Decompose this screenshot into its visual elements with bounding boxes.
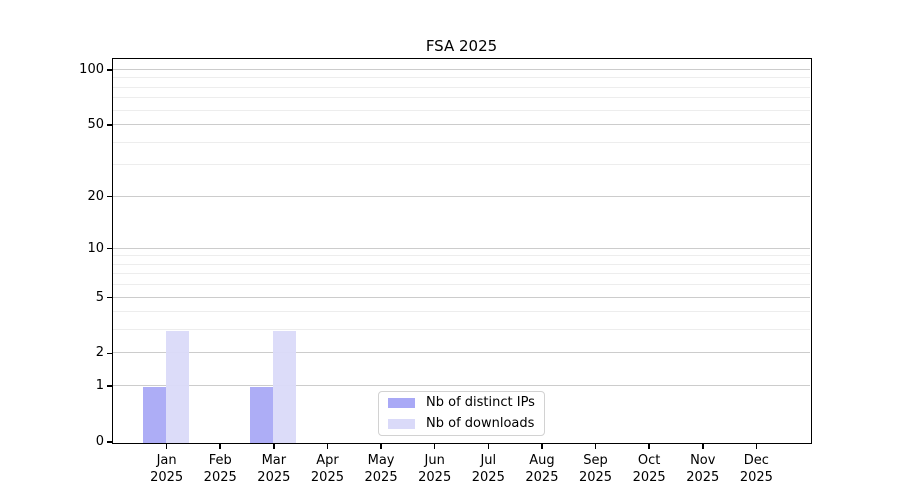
- x-tick-month: Sep: [583, 453, 608, 468]
- minor-gridline-80: [112, 86, 810, 88]
- bar-nb-of-distinct-ips-mar: [250, 386, 274, 443]
- legend-item-nb-of-downloads: Nb of downloads: [388, 415, 535, 433]
- x-axis-tick-mark-6: [433, 443, 436, 449]
- y-axis-tick-label-10: 10: [87, 240, 104, 256]
- x-tick-year: 2025: [150, 470, 184, 485]
- y-axis-tick-label-50: 50: [87, 117, 104, 133]
- x-axis-tick-label-1: Jan 2025: [136, 452, 198, 486]
- x-tick-year: 2025: [364, 470, 398, 485]
- x-axis-tick-mark-3: [273, 443, 275, 449]
- y-axis-tick-label-2: 2: [95, 345, 104, 361]
- x-axis-tick-label-7: Jul 2025: [457, 452, 519, 486]
- x-tick-month: Apr: [316, 453, 339, 468]
- bar-nb-of-downloads-jan: [166, 330, 190, 443]
- x-tick-month: Mar: [261, 453, 287, 468]
- y-axis-tick-mark-20: [106, 195, 112, 198]
- major-gridline-50: [112, 124, 810, 126]
- x-axis-tick-label-4: Apr 2025: [296, 452, 358, 486]
- x-axis-tick-mark-1: [165, 443, 168, 449]
- minor-gridline-4: [112, 311, 810, 313]
- x-axis-tick-label-12: Dec 2025: [725, 452, 787, 486]
- x-tick-year: 2025: [203, 470, 237, 485]
- minor-gridline-8: [112, 263, 810, 265]
- y-axis-tick-mark-0: [106, 441, 112, 443]
- y-axis-tick-label-5: 5: [95, 289, 104, 305]
- x-axis-tick-label-11: Nov 2025: [672, 452, 734, 486]
- x-tick-year: 2025: [471, 470, 505, 485]
- x-axis-tick-mark-5: [380, 443, 382, 449]
- y-axis-tick-label-0: 0: [95, 434, 104, 449]
- x-axis-tick-label-2: Feb 2025: [189, 452, 251, 486]
- y-axis-tick-mark-1: [106, 385, 112, 387]
- x-tick-month: Jul: [480, 453, 497, 468]
- x-axis-tick-label-9: Sep 2025: [565, 452, 627, 486]
- x-tick-month: Dec: [743, 453, 769, 468]
- minor-gridline-30: [112, 164, 810, 166]
- major-gridline-1: [112, 385, 810, 387]
- y-axis-tick-label-1: 1: [95, 378, 104, 394]
- x-axis-tick-label-10: Oct 2025: [618, 452, 680, 486]
- minor-gridline-9: [112, 255, 810, 257]
- y-axis-tick-mark-2: [106, 352, 112, 355]
- minor-gridline-6: [112, 284, 810, 286]
- chart-title: FSA 2025: [425, 37, 498, 55]
- minor-gridline-60: [112, 109, 810, 111]
- major-gridline-2: [112, 352, 810, 354]
- legend: Nb of distinct IPs Nb of downloads: [378, 391, 545, 436]
- y-axis-tick-label-20: 20: [87, 188, 104, 204]
- x-axis-tick-mark-9: [594, 443, 597, 449]
- major-gridline-100: [112, 69, 810, 70]
- y-axis-tick-label-100: 100: [79, 62, 104, 77]
- legend-swatch-nb-of-downloads: [388, 419, 415, 429]
- x-axis-tick-mark-7: [487, 443, 490, 449]
- x-tick-year: 2025: [686, 470, 720, 485]
- x-tick-month: Feb: [208, 453, 232, 468]
- plot-area: [111, 57, 812, 444]
- x-tick-month: Aug: [529, 453, 555, 468]
- x-tick-year: 2025: [739, 470, 773, 485]
- y-axis-tick-mark-100: [106, 69, 112, 71]
- legend-item-nb-of-distinct-ips: Nb of distinct IPs: [388, 394, 535, 412]
- x-axis-tick-mark-10: [648, 443, 650, 449]
- x-tick-year: 2025: [418, 470, 452, 485]
- legend-label-nb-of-downloads: Nb of downloads: [426, 416, 535, 431]
- x-axis-tick-label-5: May 2025: [350, 452, 412, 486]
- x-axis-tick-label-6: Jun 2025: [404, 452, 466, 486]
- minor-gridline-3: [112, 329, 810, 331]
- major-gridline-10: [112, 247, 810, 249]
- x-axis-tick-mark-2: [219, 443, 221, 449]
- bar-nb-of-distinct-ips-jan: [143, 386, 167, 443]
- x-axis-tick-mark-8: [541, 443, 543, 449]
- minor-gridline-70: [112, 97, 810, 99]
- x-tick-year: 2025: [310, 470, 344, 485]
- x-tick-month: Jun: [424, 453, 445, 468]
- x-axis-tick-mark-4: [326, 443, 329, 449]
- major-gridline-20: [112, 195, 810, 197]
- legend-swatch-nb-of-distinct-ips: [388, 398, 415, 408]
- x-axis-tick-label-8: Aug 2025: [511, 452, 573, 486]
- x-axis-tick-mark-11: [702, 443, 704, 449]
- x-axis-tick-label-3: Mar 2025: [243, 452, 305, 486]
- y-axis-tick-mark-10: [106, 247, 112, 250]
- legend-label-nb-of-distinct-ips: Nb of distinct IPs: [426, 395, 535, 410]
- x-tick-year: 2025: [632, 470, 666, 485]
- major-gridline-5: [112, 296, 810, 298]
- x-tick-year: 2025: [257, 470, 291, 485]
- y-axis-tick-mark-50: [106, 124, 112, 126]
- y-axis-tick-mark-5: [106, 296, 112, 299]
- bar-nb-of-downloads-mar: [273, 330, 297, 443]
- x-tick-month: Oct: [637, 453, 661, 468]
- minor-gridline-90: [112, 77, 810, 79]
- x-tick-year: 2025: [578, 470, 613, 485]
- x-tick-month: May: [367, 453, 395, 468]
- x-axis-tick-mark-12: [755, 443, 758, 449]
- minor-gridline-40: [112, 141, 810, 143]
- x-tick-month: Nov: [690, 453, 716, 468]
- x-tick-year: 2025: [525, 470, 559, 485]
- minor-gridline-7: [112, 273, 810, 275]
- x-tick-month: Jan: [156, 453, 177, 468]
